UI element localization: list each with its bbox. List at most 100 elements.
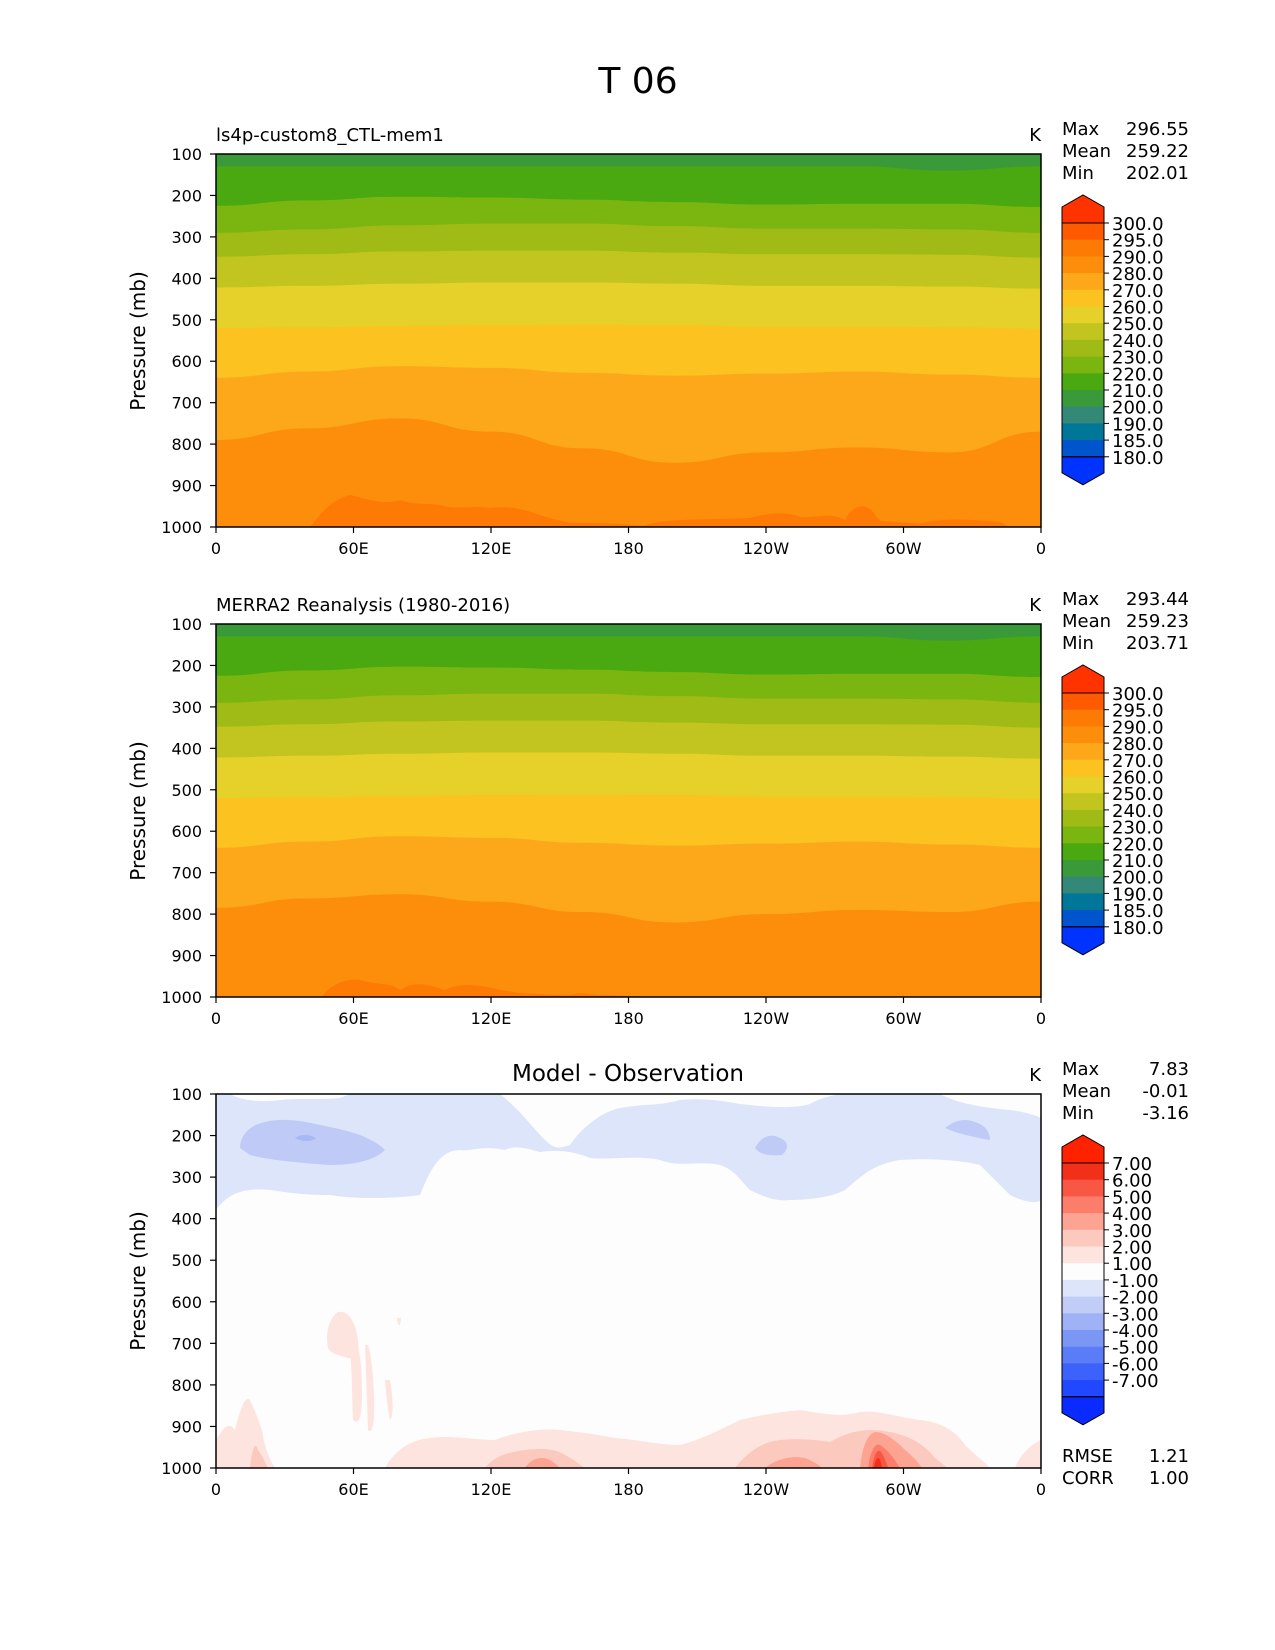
colorbar-label: 260.0 (1112, 298, 1164, 319)
stat-min-label: Min (1062, 163, 1094, 184)
contour-positive-1 (350, 1340, 362, 1422)
contour-patch (565, 993, 600, 997)
colorbar-segment (1062, 893, 1104, 911)
y-tick-label: 300 (171, 1168, 202, 1187)
panel-title: Model - Observation (512, 1061, 744, 1087)
colorbar-segment (1062, 860, 1104, 878)
contour-bands (216, 624, 1041, 997)
x-tick-label: 60W (885, 1480, 921, 1499)
colorbar-segment (1062, 1279, 1104, 1298)
x-tick-label: 0 (211, 539, 221, 558)
colorbar-label: 190.0 (1112, 884, 1164, 905)
x-tick-label: 120W (743, 1480, 790, 1499)
stat-max-value: 7.83 (1149, 1059, 1189, 1080)
colorbar-segment (1062, 709, 1104, 727)
colorbar-segment (1062, 256, 1104, 274)
stat-min-value: 203.71 (1126, 633, 1189, 654)
y-tick-label: 700 (171, 394, 202, 413)
colorbar-label: 220.0 (1112, 364, 1164, 385)
contour-gap (940, 1094, 1041, 1118)
y-axis-label: Pressure (mb) (126, 1211, 150, 1351)
colorbar-label: 280.0 (1112, 734, 1164, 755)
colorbar-extend-min (1061, 926, 1105, 956)
y-tick-label: 900 (171, 477, 202, 496)
y-tick-label: 500 (171, 1251, 202, 1270)
contour-negative-2 (240, 1119, 385, 1165)
colorbar-label: 280.0 (1112, 264, 1164, 285)
stat-mean-label: Mean (1062, 1081, 1111, 1102)
x-tick-label: 120E (471, 539, 512, 558)
colorbar-label: 300.0 (1112, 684, 1164, 705)
colorbar-label: 7.00 (1112, 1154, 1152, 1175)
stat-min-value: -3.16 (1142, 1103, 1189, 1124)
colorbar-label: 200.0 (1112, 868, 1164, 889)
colorbar-segment (1062, 726, 1104, 744)
colorbar-label: -6.00 (1112, 1354, 1159, 1375)
colorbar-segment (1062, 1246, 1104, 1264)
stats-box: Max 7.83 Mean -0.01 Min -3.16 RMSE 1.21 … (1062, 1059, 1189, 1489)
colorbar-segment (1062, 809, 1104, 828)
y-tick-label: 1000 (161, 518, 202, 537)
stat-corr-label: CORR (1062, 1468, 1114, 1489)
y-tick-label: 700 (171, 1334, 202, 1353)
colorbar-segment (1062, 406, 1104, 424)
colorbar-label: 250.0 (1112, 784, 1164, 805)
x-tick-label: 0 (1036, 539, 1046, 558)
colorbar-label: 250.0 (1112, 314, 1164, 335)
colorbar-label: 295.0 (1112, 701, 1164, 722)
plot-area (216, 154, 1041, 527)
y-axis-label: Pressure (mb) (126, 741, 150, 881)
contour-band (216, 624, 1041, 678)
colorbar-extend-max (1061, 1134, 1105, 1164)
x-tick-label: 120W (743, 1009, 790, 1028)
colorbar-segment (1062, 1229, 1104, 1247)
y-tick-label: 600 (171, 822, 202, 841)
stat-min-label: Min (1062, 1103, 1094, 1124)
colorbar-label: 300.0 (1112, 214, 1164, 235)
x-tick-label: 180 (613, 539, 644, 558)
x-tick-label: 60W (885, 1009, 921, 1028)
y-tick-label: 500 (171, 781, 202, 800)
y-tick-label: 1000 (161, 988, 202, 1007)
stat-mean-value: -0.01 (1142, 1081, 1189, 1102)
y-tick-label: 700 (171, 864, 202, 883)
contour-bands (216, 154, 1041, 527)
stat-corr-value: 1.00 (1149, 1468, 1189, 1489)
stat-min-label: Min (1062, 633, 1094, 654)
colorbar-label: 230.0 (1112, 818, 1164, 839)
stats-box: Max 293.44 Mean 259.23 Min 203.71 (1062, 589, 1189, 654)
x-tick-label: 0 (211, 1009, 221, 1028)
colorbar-segment (1062, 743, 1104, 761)
warm-patches (310, 495, 1010, 527)
y-tick-label: 600 (171, 352, 202, 371)
colorbar-segment (1062, 223, 1104, 241)
x-tick-label: 0 (211, 1480, 221, 1499)
colorbar-label: -7.00 (1112, 1371, 1159, 1392)
colorbar-label: 190.0 (1112, 414, 1164, 435)
y-axis: 100 200 300 400 500 600 700 800 900 1000 (161, 615, 216, 1007)
y-tick-label: 100 (171, 615, 202, 634)
colorbar-label: 210.0 (1112, 851, 1164, 872)
stat-max-label: Max (1062, 1059, 1100, 1080)
colorbar-segment (1062, 373, 1104, 391)
contour-positive-1 (365, 1345, 375, 1432)
contour-band (216, 154, 1041, 208)
colorbar-segment (1062, 289, 1104, 307)
colorbar-label: -1.00 (1112, 1271, 1159, 1292)
stat-mean-label: Mean (1062, 611, 1111, 632)
colorbar-segment (1062, 339, 1104, 358)
colorbar-segment (1062, 1179, 1104, 1197)
colorbar-label: 1.00 (1112, 1254, 1152, 1275)
y-tick-label: 200 (171, 1127, 202, 1146)
colorbar-label: 180.0 (1112, 448, 1164, 469)
colorbar-segment (1062, 759, 1104, 777)
x-tick-label: 60E (338, 1480, 368, 1499)
colorbar-segment (1062, 323, 1104, 341)
colorbar-label: 220.0 (1112, 834, 1164, 855)
colorbar-label: 185.0 (1112, 901, 1164, 922)
contour-patch (640, 506, 895, 527)
panel-difference: Model - Observation K (126, 1059, 1189, 1499)
y-tick-label: 100 (171, 145, 202, 164)
panel-title: ls4p-custom8_CTL-mem1 (216, 125, 444, 146)
